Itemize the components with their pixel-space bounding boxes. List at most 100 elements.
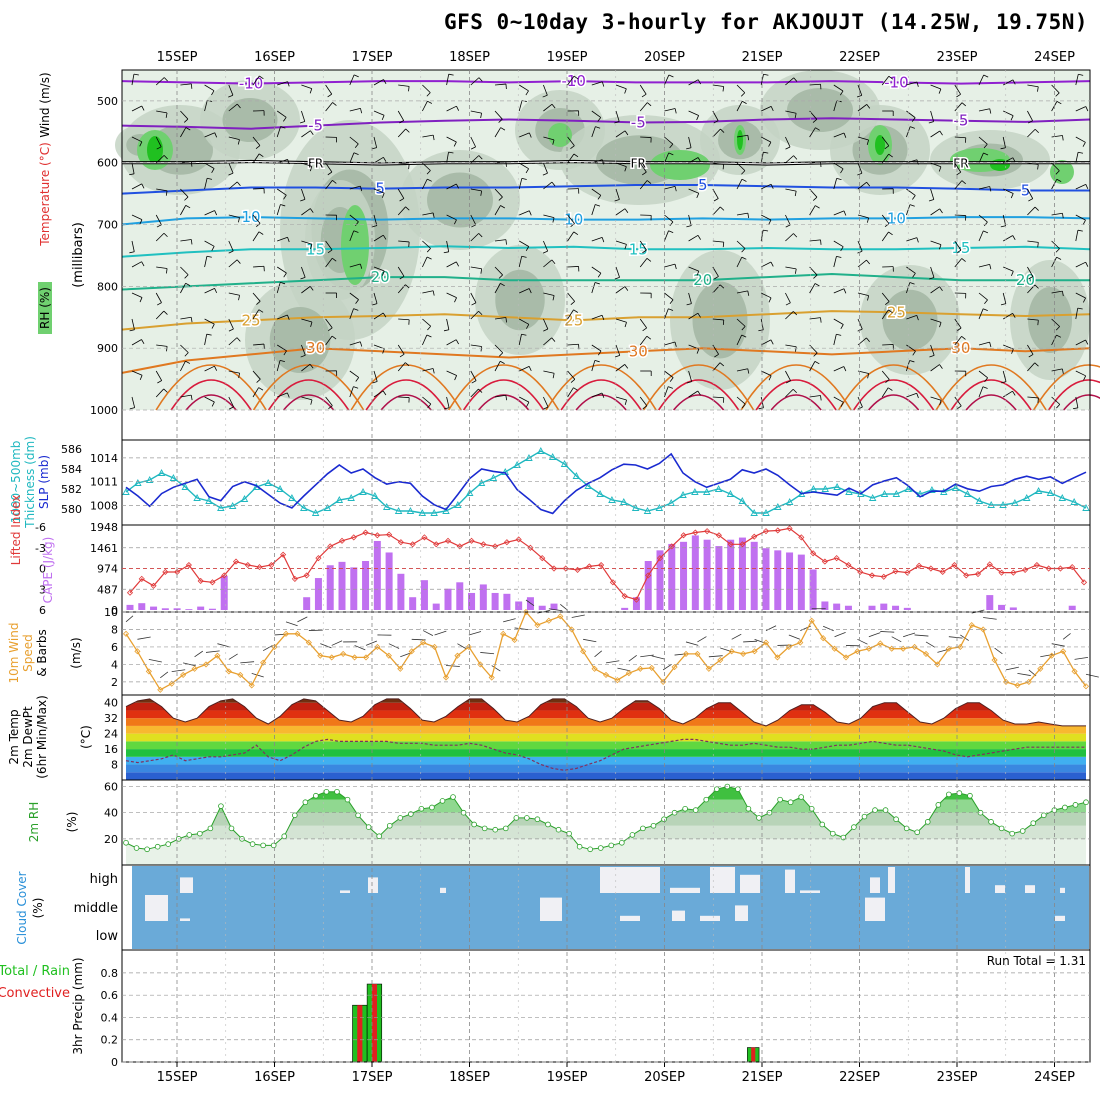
top-day-label: 23SEP (937, 50, 978, 65)
wind-barb (552, 217, 555, 223)
wind-barb (131, 370, 143, 376)
rh2m-point (872, 807, 878, 813)
wind-barb (365, 640, 378, 646)
wind-barb (494, 110, 503, 120)
temp-band (126, 702, 1086, 711)
bottom-day-label: 23SEP (937, 1070, 978, 1085)
wind-barb (793, 155, 798, 160)
series-dewpoint-line (125, 738, 1086, 771)
cape-bar (373, 540, 381, 610)
wind-barb (301, 188, 306, 200)
wind-barb (372, 303, 378, 306)
y-tick-label-left: -6 (35, 521, 46, 534)
wind-speed-point (431, 643, 438, 651)
rh-shading (495, 269, 545, 331)
wind-barb (155, 155, 165, 164)
wind-barb (1056, 178, 1062, 182)
wind-barb (397, 362, 406, 372)
wind-barb (228, 240, 234, 252)
wind-barb (669, 221, 674, 227)
thickness-point (217, 504, 225, 511)
rh2m-point (682, 805, 688, 812)
cloud-high-bar (870, 877, 880, 893)
wind-barb (809, 361, 816, 372)
wind-barb (697, 79, 701, 85)
rh2m-point (893, 816, 899, 823)
wind-barb (157, 380, 162, 384)
wind-barb (184, 352, 189, 357)
rh2m-point (555, 826, 562, 833)
wind-barb (954, 318, 962, 329)
wind-barb (283, 272, 287, 278)
wind-barb (1012, 313, 1016, 318)
wind-barb (373, 136, 378, 148)
wind-barb (747, 135, 750, 141)
thickness-point (963, 490, 972, 497)
wind-barb (398, 396, 410, 398)
wind-barb (185, 127, 191, 131)
wind-barb (761, 136, 772, 143)
wind-barb (785, 302, 791, 306)
li-point (268, 561, 275, 569)
li-point (880, 573, 887, 580)
wind-speed-point (260, 659, 267, 666)
wind-barb (398, 240, 410, 243)
thickness-point (454, 501, 462, 508)
wind-barb (382, 270, 385, 276)
isotherm-line (1063, 394, 1100, 411)
wind-barb (761, 292, 772, 299)
wind-speed-point (728, 648, 735, 655)
isotherm-line (380, 394, 432, 411)
wind-barb (833, 100, 838, 112)
wind-speed-point (568, 626, 575, 633)
bottom-day-label: 20SEP (644, 1070, 685, 1085)
wind-barb (605, 660, 620, 664)
wind-barb (518, 100, 523, 112)
wind-barb (185, 360, 191, 364)
li-point (150, 582, 157, 589)
wind-barb (938, 244, 942, 250)
wind-barb (399, 275, 405, 280)
wind-barb (916, 393, 919, 399)
wind-barb (820, 395, 822, 401)
wind-barb (809, 239, 821, 242)
wind-barb (1056, 101, 1062, 105)
rh2m-point (608, 842, 615, 849)
wind-barb (494, 283, 501, 294)
wind-barb (840, 402, 844, 407)
li-point (1045, 565, 1052, 572)
wind-barb (793, 233, 798, 238)
rh2m-point (640, 825, 646, 832)
wind-barb (505, 317, 507, 323)
li-point (456, 543, 463, 550)
wind-barb (696, 115, 700, 121)
wind-barb (180, 110, 189, 120)
series-wind-speed-line (125, 610, 1087, 691)
wind-barb (276, 344, 287, 352)
wind-barb (567, 309, 574, 320)
wind-barb (236, 259, 241, 264)
wind-barb (205, 650, 220, 653)
wind-barb (712, 396, 724, 399)
isotherm-line (852, 379, 935, 411)
wind-speed-point (705, 665, 712, 672)
wind-barb (601, 315, 605, 321)
y-axis-title-line: Speed (21, 634, 35, 672)
rh2m-point (830, 830, 836, 837)
wind-barb (834, 632, 846, 638)
isotherm-label: 5 (375, 180, 385, 198)
li-point (833, 555, 840, 562)
wind-barb (204, 162, 215, 169)
wind-barb (978, 308, 984, 320)
wind-barb (601, 237, 605, 243)
wind-barb (884, 301, 890, 306)
y-tick-label: 16 (104, 743, 118, 756)
wind-barb (651, 655, 665, 660)
cape-bar (126, 604, 134, 610)
wind-barb (204, 318, 215, 325)
wind-barb (591, 110, 601, 118)
wind-barb (139, 297, 143, 303)
wind-barb (543, 337, 552, 346)
y-axis-title: (millibars) (71, 222, 86, 288)
cape-bar (786, 552, 794, 610)
